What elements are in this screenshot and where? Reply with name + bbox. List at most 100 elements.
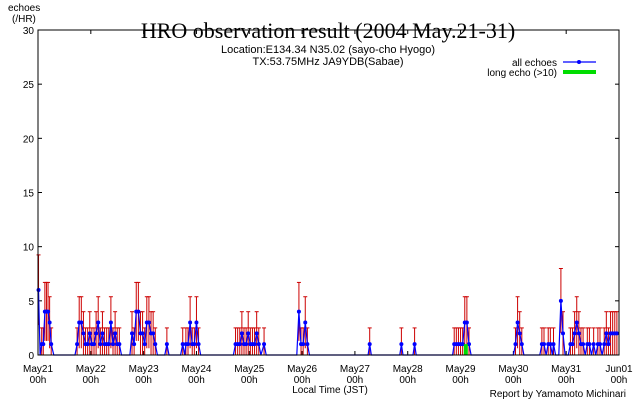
x-tick-label-date: May26	[287, 364, 317, 375]
x-tick-label-date: Jun01	[605, 364, 633, 375]
data-point	[153, 342, 158, 347]
x-tick-label-date: May24	[181, 364, 211, 375]
x-tick-label-date: May21	[23, 364, 53, 375]
data-point	[106, 342, 111, 347]
data-point	[46, 309, 51, 314]
long-echo-bar	[463, 344, 468, 355]
data-point	[256, 342, 261, 347]
x-tick-label-hour: 00h	[611, 375, 628, 386]
legend-label-all-echoes: all echoes	[512, 58, 557, 69]
x-tick-label-date: May28	[393, 364, 423, 375]
data-point	[558, 298, 563, 303]
chart-subtitle-tx: TX:53.75MHz JA9YDB(Sabae)	[252, 56, 403, 68]
data-point	[188, 320, 193, 325]
data-point	[460, 342, 465, 347]
credit-text: Report by Yamamoto Michinari	[490, 389, 626, 400]
y-tick-label: 20	[23, 134, 35, 145]
data-point	[262, 342, 267, 347]
data-point	[570, 342, 575, 347]
data-point	[111, 342, 116, 347]
data-point	[412, 342, 417, 347]
data-point	[91, 342, 96, 347]
data-point	[146, 320, 151, 325]
y-tick-label: 10	[23, 243, 35, 254]
data-point	[180, 342, 185, 347]
x-tick-label-hour: 00h	[505, 375, 522, 386]
data-point	[303, 320, 308, 325]
x-tick-label-hour: 00h	[399, 375, 416, 386]
data-point	[132, 342, 137, 347]
data-point	[85, 342, 90, 347]
data-point	[548, 342, 553, 347]
x-tick-label-date: May23	[129, 364, 159, 375]
data-point	[113, 331, 118, 336]
data-point	[79, 320, 84, 325]
data-point	[41, 342, 46, 347]
data-point	[196, 342, 201, 347]
x-tick-label-hour: 00h	[347, 375, 364, 386]
data-point	[602, 342, 607, 347]
data-point	[572, 331, 577, 336]
data-point	[246, 331, 251, 336]
data-point	[237, 342, 242, 347]
data-point	[96, 320, 101, 325]
data-point	[192, 342, 197, 347]
x-tick-label-hour: 00h	[82, 375, 99, 386]
plot-data	[36, 254, 619, 356]
data-point	[466, 342, 471, 347]
data-point	[614, 331, 619, 336]
x-tick-label-date: May25	[234, 364, 264, 375]
data-point	[244, 342, 249, 347]
x-tick-label-hour: 00h	[452, 375, 469, 386]
data-point	[100, 331, 105, 336]
data-point	[301, 342, 306, 347]
data-point	[606, 342, 611, 347]
y-tick-label: 15	[23, 189, 35, 200]
data-point	[515, 320, 520, 325]
data-point	[296, 309, 301, 314]
data-point	[136, 309, 141, 314]
x-tick-label-hour: 00h	[30, 375, 47, 386]
data-point	[47, 320, 52, 325]
legend-swatch-long-echo	[563, 70, 596, 74]
y-axis-label-line1: echoes	[8, 3, 40, 14]
x-tick-label-hour: 00h	[188, 375, 205, 386]
data-point	[94, 331, 99, 336]
data-point	[140, 331, 145, 336]
data-point	[519, 342, 524, 347]
data-point	[87, 331, 92, 336]
data-point	[591, 342, 596, 347]
data-point	[151, 331, 156, 336]
x-axis-label: Local Time (JST)	[292, 385, 368, 396]
legend-marker-all-echoes	[577, 60, 581, 64]
plot-frame	[37, 29, 620, 356]
chart-subtitle-location: Location:E134.34 N35.02 (sayo-cho Hyogo)	[221, 44, 435, 56]
legend-label-long-echo: long echo (>10)	[487, 68, 557, 79]
y-tick-label: 25	[23, 80, 35, 91]
data-point	[576, 331, 581, 336]
x-tick-label-date: May30	[498, 364, 528, 375]
data-point	[551, 342, 556, 347]
data-point	[98, 342, 103, 347]
data-point	[464, 320, 469, 325]
x-tick-label-hour: 00h	[558, 375, 575, 386]
data-point	[254, 331, 259, 336]
x-tick-label-date: May27	[340, 364, 370, 375]
data-point	[305, 342, 310, 347]
data-point	[142, 342, 147, 347]
data-point	[49, 342, 54, 347]
data-point	[399, 342, 404, 347]
y-tick-label: 30	[23, 26, 35, 37]
data-point	[130, 331, 135, 336]
y-tick-label: 0	[28, 351, 34, 362]
x-tick-label-hour: 00h	[135, 375, 152, 386]
data-point	[541, 342, 546, 347]
data-point	[108, 320, 113, 325]
data-point	[604, 331, 609, 336]
data-point	[517, 331, 522, 336]
data-point	[194, 320, 199, 325]
data-point	[81, 331, 86, 336]
data-point	[597, 342, 602, 347]
